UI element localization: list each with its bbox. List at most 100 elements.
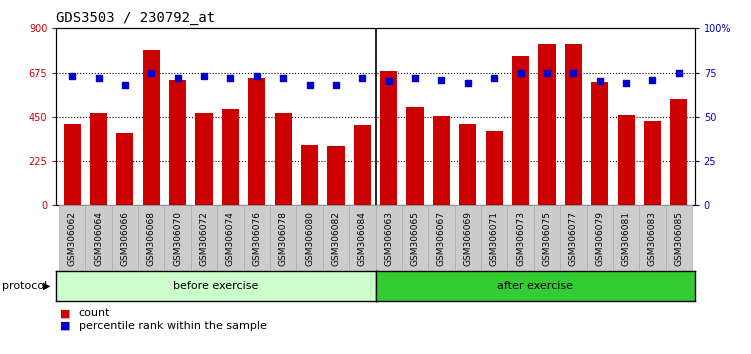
Bar	[90, 113, 107, 205]
Point	[488, 75, 500, 81]
FancyBboxPatch shape	[217, 205, 243, 271]
Point	[172, 75, 184, 81]
Point	[303, 82, 315, 88]
Text: GSM306079: GSM306079	[596, 211, 605, 266]
FancyBboxPatch shape	[402, 205, 428, 271]
Point	[620, 80, 632, 86]
Text: GSM306066: GSM306066	[120, 211, 129, 266]
Text: ■: ■	[60, 321, 71, 331]
FancyBboxPatch shape	[243, 205, 270, 271]
FancyBboxPatch shape	[481, 205, 508, 271]
Point	[119, 82, 131, 88]
Text: GSM306078: GSM306078	[279, 211, 288, 266]
Point	[673, 70, 685, 75]
Text: GSM306071: GSM306071	[490, 211, 499, 266]
Text: percentile rank within the sample: percentile rank within the sample	[79, 321, 267, 331]
Bar	[617, 115, 635, 205]
Bar	[327, 146, 345, 205]
FancyBboxPatch shape	[665, 205, 692, 271]
Point	[92, 75, 104, 81]
Bar	[565, 44, 582, 205]
Text: GSM306082: GSM306082	[331, 211, 340, 266]
FancyBboxPatch shape	[613, 205, 639, 271]
FancyBboxPatch shape	[639, 205, 665, 271]
FancyBboxPatch shape	[587, 205, 613, 271]
Point	[541, 70, 553, 75]
Bar	[433, 116, 450, 205]
Point	[145, 70, 157, 75]
Bar	[512, 56, 529, 205]
Bar	[195, 113, 213, 205]
FancyBboxPatch shape	[191, 205, 217, 271]
Text: GSM306072: GSM306072	[200, 211, 209, 266]
Text: count: count	[79, 308, 110, 318]
Text: GSM306062: GSM306062	[68, 211, 77, 266]
Point	[356, 75, 368, 81]
Bar	[354, 125, 371, 205]
Text: GSM306063: GSM306063	[385, 211, 394, 266]
FancyBboxPatch shape	[428, 205, 454, 271]
Bar	[169, 80, 186, 205]
Bar	[591, 82, 608, 205]
Text: GSM306065: GSM306065	[411, 211, 420, 266]
FancyBboxPatch shape	[560, 205, 587, 271]
Text: GSM306068: GSM306068	[146, 211, 155, 266]
Text: GSM306081: GSM306081	[622, 211, 631, 266]
Bar	[116, 132, 134, 205]
FancyBboxPatch shape	[138, 205, 164, 271]
FancyBboxPatch shape	[349, 205, 376, 271]
Point	[383, 79, 395, 84]
FancyBboxPatch shape	[86, 205, 112, 271]
FancyBboxPatch shape	[59, 205, 86, 271]
Point	[330, 82, 342, 88]
Text: GSM306067: GSM306067	[437, 211, 446, 266]
Text: GSM306075: GSM306075	[542, 211, 551, 266]
Text: GSM306069: GSM306069	[463, 211, 472, 266]
Bar	[406, 107, 424, 205]
Bar	[249, 79, 265, 205]
Bar	[275, 113, 291, 205]
Text: before exercise: before exercise	[173, 281, 258, 291]
FancyBboxPatch shape	[323, 205, 349, 271]
Text: GDS3503 / 230792_at: GDS3503 / 230792_at	[56, 11, 216, 25]
FancyBboxPatch shape	[534, 205, 560, 271]
Text: GSM306085: GSM306085	[674, 211, 683, 266]
Bar	[671, 99, 687, 205]
Text: GSM306064: GSM306064	[94, 211, 103, 266]
Bar	[301, 145, 318, 205]
Point	[514, 70, 526, 75]
Bar	[486, 131, 502, 205]
Point	[567, 70, 579, 75]
Bar	[644, 121, 661, 205]
Text: GSM306070: GSM306070	[173, 211, 182, 266]
Point	[647, 77, 659, 82]
Point	[198, 73, 210, 79]
Text: GSM306083: GSM306083	[648, 211, 657, 266]
Point	[594, 79, 606, 84]
Point	[251, 73, 263, 79]
Point	[66, 73, 78, 79]
Bar	[64, 124, 80, 205]
Bar	[538, 44, 556, 205]
FancyBboxPatch shape	[454, 205, 481, 271]
Point	[409, 75, 421, 81]
Point	[225, 75, 237, 81]
FancyBboxPatch shape	[270, 205, 297, 271]
FancyBboxPatch shape	[297, 205, 323, 271]
Point	[277, 75, 289, 81]
Bar	[143, 50, 160, 205]
FancyBboxPatch shape	[376, 205, 402, 271]
Text: GSM306080: GSM306080	[305, 211, 314, 266]
FancyBboxPatch shape	[164, 205, 191, 271]
Text: after exercise: after exercise	[497, 281, 573, 291]
Bar	[380, 70, 397, 205]
Text: GSM306084: GSM306084	[357, 211, 366, 266]
Text: GSM306073: GSM306073	[516, 211, 525, 266]
Text: GSM306074: GSM306074	[226, 211, 235, 266]
Point	[462, 80, 474, 86]
FancyBboxPatch shape	[112, 205, 138, 271]
Text: protocol: protocol	[2, 281, 47, 291]
Text: GSM306077: GSM306077	[569, 211, 578, 266]
Text: ■: ■	[60, 308, 71, 318]
Point	[436, 77, 448, 82]
